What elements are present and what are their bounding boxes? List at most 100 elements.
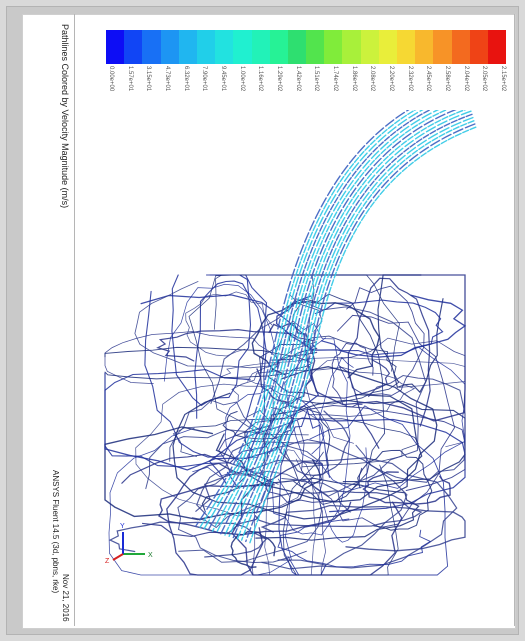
recirculation-pathline: [108, 521, 268, 558]
recirculation-pathline: [224, 387, 325, 479]
y-axis-label: Y: [120, 523, 125, 530]
recirculation-pathline: [196, 440, 408, 566]
recirculation-pathline: [163, 283, 279, 478]
recirculation-pathlines: [104, 274, 467, 576]
colorbar-swatch: [160, 30, 179, 64]
colorbar-swatch: [397, 30, 416, 64]
colorbar-swatch: [451, 30, 470, 64]
recirculation-pathline: [264, 449, 317, 576]
colorbar-tick-label: 3.15e+01: [145, 66, 152, 92]
recirculation-pathline: [215, 366, 438, 503]
jet-pathline: [249, 126, 477, 544]
colorbar-tick-label: 0.00e+00: [108, 66, 114, 92]
colorbar-swatch: [106, 30, 125, 64]
recirculation-pathline: [218, 405, 466, 491]
z-axis-arrow: [112, 553, 124, 561]
colorbar-tick-label: 1.86e+02: [350, 66, 357, 92]
jet-pathline: [236, 116, 474, 540]
recirculation-pathline: [277, 518, 432, 568]
recirculation-pathline: [172, 392, 423, 520]
recirculation-pathline: [251, 300, 381, 379]
colorbar-swatch: [287, 30, 307, 64]
recirculation-pathline: [339, 285, 425, 396]
recirculation-pathline: [121, 453, 274, 537]
colorbar-tick-label: 6.32e+01: [182, 66, 189, 92]
recirculation-pathline: [210, 298, 427, 497]
right-border: [514, 14, 515, 626]
recirculation-pathline: [277, 410, 350, 477]
colorbar-swatch: [196, 30, 216, 64]
recirculation-pathline: [362, 471, 451, 505]
recirculation-pathline: [282, 451, 399, 576]
inlet-jet-pathlines: [195, 110, 477, 544]
jet-pathline: [207, 110, 432, 531]
colorbar-tick-label: 1.29e+02: [276, 66, 282, 92]
colorbar-tick-label: 9.45e+01: [220, 66, 226, 92]
recirculation-pathline: [357, 449, 433, 531]
recirculation-pathline: [231, 366, 416, 417]
pathlines-plot: X Y Z: [104, 110, 477, 576]
velocity-colorbar: [106, 30, 507, 64]
colorbar-swatch: [433, 30, 452, 64]
recirculation-pathline: [244, 399, 466, 483]
plot-title: Pathlines Colored by Velocity Magnitude …: [60, 24, 70, 209]
recirculation-pathline: [222, 407, 295, 440]
colorbar-tick-label: 2.45e+02: [425, 66, 432, 92]
colorbar-swatch: [469, 30, 488, 64]
recirculation-pathline: [355, 374, 466, 483]
jet-pathline: [203, 110, 424, 530]
recirculation-pathline: [347, 277, 431, 449]
colorbar-tick-label: 4.73e+01: [164, 66, 170, 92]
jet-pathline: [245, 123, 476, 543]
recirculation-pathline: [108, 427, 292, 576]
recirculation-pathline: [185, 291, 273, 357]
recirculation-pathline: [314, 299, 444, 356]
colorbar-swatch: [142, 30, 161, 64]
recirculation-pathline: [201, 477, 420, 541]
recirculation-pathline: [188, 274, 400, 436]
jet-pathline: [195, 110, 410, 527]
recirculation-pathline: [295, 274, 466, 422]
x-axis-label: X: [148, 552, 153, 559]
colorbar-tick-label: 1.57e+01: [126, 66, 133, 92]
colorbar-swatch: [251, 30, 270, 64]
recirculation-pathline: [254, 490, 423, 528]
colorbar-tick-label: 2.32e+02: [406, 66, 413, 92]
colorbar-swatch: [233, 30, 252, 64]
colorbar-swatch: [342, 30, 361, 64]
z-axis-label: Z: [105, 558, 110, 565]
colorbar-tick-label: 2.20e+02: [388, 66, 394, 92]
jet-pathline: [199, 110, 417, 529]
software-version: ANSYS Fluent 14.5 (3d, pbns, rke): [51, 470, 60, 594]
colorbar-tick-label: 2.58e+02: [444, 66, 450, 92]
colorbar-swatch: [178, 30, 197, 64]
colorbar-tick-label: 2.04e+02: [462, 66, 469, 92]
colorbar-tick-label: 1.51e+02: [313, 66, 320, 92]
colorbar-tick-label: 7.90e+01: [201, 66, 208, 92]
colorbar-swatch: [324, 30, 343, 64]
recirculation-pathline: [144, 274, 268, 458]
colorbar-swatch: [487, 30, 507, 64]
plot-date: Nov 21, 2016: [61, 574, 70, 622]
colorbar-tick-label: 2.05e+02: [481, 66, 488, 92]
jet-pathline: [240, 120, 475, 541]
recirculation-pathline: [158, 484, 352, 536]
jet-pathline: [211, 110, 440, 532]
jet-pathline: [220, 110, 457, 535]
recirculation-pathline: [275, 294, 467, 358]
title-strip-divider: [74, 14, 75, 626]
colorbar-swatch: [306, 30, 325, 64]
colorbar-swatch: [215, 30, 234, 64]
jet-pathline: [215, 110, 448, 534]
colorbar-swatch: [360, 30, 379, 64]
colorbar-tick-label: 1.42e+02: [294, 66, 301, 92]
recirculation-pathline: [230, 530, 276, 568]
coordinate-axes-triad: X Y Z: [105, 523, 153, 565]
colorbar-swatch: [124, 30, 143, 64]
colorbar-tick-label: 1.74e+02: [332, 66, 338, 92]
jet-pathline: [228, 110, 472, 537]
colorbar-tick-label: 1.00e+02: [238, 66, 245, 92]
jet-pathline: [224, 110, 467, 536]
colorbar-swatch: [269, 30, 288, 64]
colorbar-swatch: [415, 30, 434, 64]
